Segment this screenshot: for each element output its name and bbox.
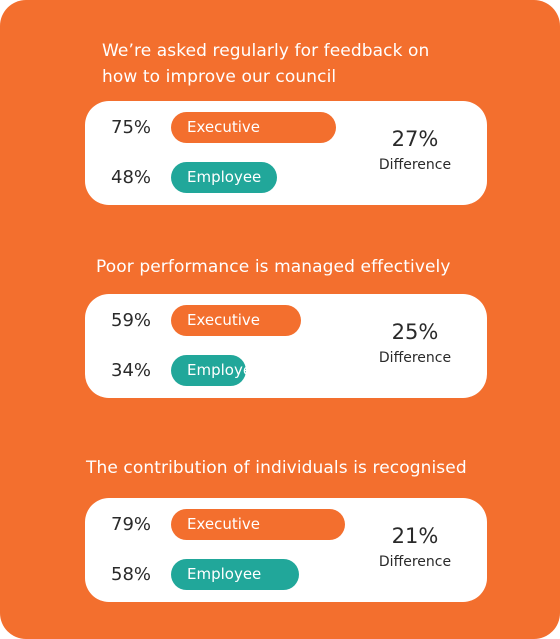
result-card-3: 79% Executive 58% Employee 21% Differenc… [85, 498, 487, 602]
executive-bar-label-2: Executive [187, 311, 261, 329]
question-2-title: Poor performance is managed effectively [96, 257, 451, 277]
executive-bar-2: Executive [171, 305, 301, 336]
question-1-title: We’re asked regularly for feedback on ho… [102, 41, 430, 87]
employee-bar-2: Employee [171, 355, 261, 386]
executive-bar-label-1: Executive [187, 118, 261, 136]
difference-label-3: Difference [378, 554, 452, 570]
result-card-2: 59% Executive 34% Employee 25% Differenc… [85, 294, 487, 398]
result-card-1: 75% Executive 48% Employee 27% Differenc… [85, 101, 487, 205]
difference-value-2: 25% [391, 320, 439, 344]
difference-value-3: 21% [391, 524, 439, 548]
difference-value-1: 27% [391, 127, 439, 151]
employee-bar-label-3: Employee [187, 565, 262, 583]
difference-label-2: Difference [378, 350, 452, 366]
employee-bar-3: Employee [171, 559, 299, 590]
employee-percent-1: 48% [111, 167, 152, 188]
employee-bar-1: Employee [171, 162, 277, 193]
employee-bar-label-2: Employee [187, 361, 262, 379]
executive-bar-1: Executive [171, 112, 336, 143]
employee-percent-2: 34% [111, 360, 152, 381]
executive-percent-1: 75% [111, 117, 152, 138]
executive-bar-3: Executive [171, 509, 345, 540]
question-3-title: The contribution of individuals is recog… [86, 458, 467, 478]
difference-label-1: Difference [378, 157, 452, 173]
executive-bar-label-3: Executive [187, 515, 261, 533]
employee-bar-label-1: Employee [187, 168, 262, 186]
executive-percent-3: 79% [111, 514, 152, 535]
employee-percent-3: 58% [111, 564, 152, 585]
executive-percent-2: 59% [111, 310, 152, 331]
